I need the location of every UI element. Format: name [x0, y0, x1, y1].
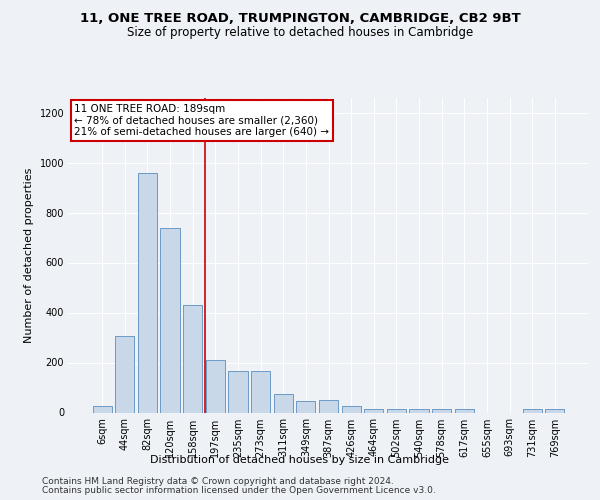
Bar: [455, 409, 474, 412]
Bar: [92, 406, 112, 412]
Text: Distribution of detached houses by size in Cambridge: Distribution of detached houses by size …: [151, 455, 449, 465]
Bar: [432, 409, 451, 412]
Text: Contains HM Land Registry data © Crown copyright and database right 2024.: Contains HM Land Registry data © Crown c…: [42, 477, 394, 486]
Text: Size of property relative to detached houses in Cambridge: Size of property relative to detached ho…: [127, 26, 473, 39]
Bar: [545, 409, 565, 412]
Bar: [296, 400, 316, 412]
Bar: [183, 305, 202, 412]
Y-axis label: Number of detached properties: Number of detached properties: [24, 168, 34, 342]
Bar: [138, 172, 157, 412]
Bar: [251, 371, 270, 412]
Bar: [206, 360, 225, 412]
Bar: [341, 406, 361, 412]
Bar: [523, 409, 542, 412]
Bar: [160, 228, 180, 412]
Bar: [364, 409, 383, 412]
Text: 11 ONE TREE ROAD: 189sqm
← 78% of detached houses are smaller (2,360)
21% of sem: 11 ONE TREE ROAD: 189sqm ← 78% of detach…: [74, 104, 329, 137]
Bar: [229, 371, 248, 412]
Bar: [274, 394, 293, 412]
Text: Contains public sector information licensed under the Open Government Licence v3: Contains public sector information licen…: [42, 486, 436, 495]
Bar: [115, 336, 134, 412]
Bar: [319, 400, 338, 412]
Bar: [387, 409, 406, 412]
Text: 11, ONE TREE ROAD, TRUMPINGTON, CAMBRIDGE, CB2 9BT: 11, ONE TREE ROAD, TRUMPINGTON, CAMBRIDG…: [80, 12, 520, 26]
Bar: [409, 409, 428, 412]
